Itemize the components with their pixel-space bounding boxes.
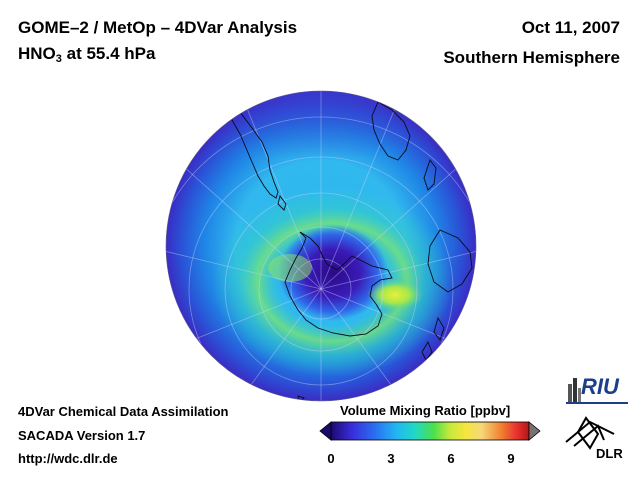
colorbar [319,421,541,441]
meridian-lines [166,91,476,401]
riu-logo-emblem [566,378,628,404]
colorbar-tick: 6 [447,451,455,466]
dlr-logo-emblem [565,416,615,450]
dlr-logo-text: DLR [596,446,623,461]
colorbar-tick: 0 [327,451,335,466]
colorbar-min-arrow [319,421,332,441]
species-subscript: 3 [55,53,62,65]
riu-logo-text: RIU [581,374,619,399]
colorbar-max-arrow [528,421,541,441]
pressure-level: at 55.4 hPa [61,44,156,63]
colorbar-tick: 3 [387,451,395,466]
footer-version: SACADA Version 1.7 [18,428,146,443]
globe-field [166,91,476,401]
colorbar-title: Volume Mixing Ratio [ppbv] [340,403,511,418]
latitude-lines [166,116,476,401]
colorbar-gradient [330,421,530,441]
analysis-date: Oct 11, 2007 [521,18,620,37]
species-name: HNO [18,44,56,63]
colorbar-tick: 9 [507,451,515,466]
footer-system-name: 4DVar Chemical Data Assimilation [18,404,229,419]
globe-outline [165,90,477,402]
map-title: GOME–2 / MetOp – 4DVar Analysis [18,18,298,37]
hemisphere-label: Southern Hemisphere [443,48,620,67]
species-level-label: HNO3 at 55.4 hPa [18,44,155,65]
footer-url: http://wdc.dlr.de [18,451,118,466]
